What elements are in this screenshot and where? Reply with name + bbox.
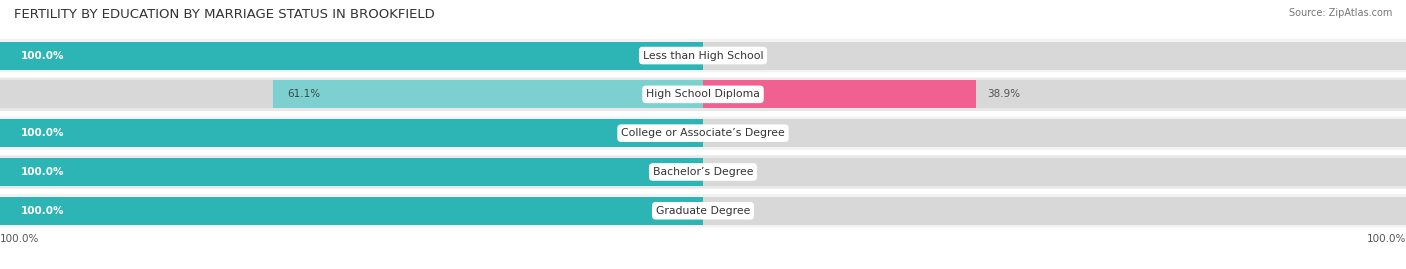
FancyBboxPatch shape — [0, 155, 1406, 189]
Text: 100.0%: 100.0% — [21, 51, 65, 61]
Text: College or Associate’s Degree: College or Associate’s Degree — [621, 128, 785, 138]
Text: 38.9%: 38.9% — [987, 89, 1021, 99]
Text: 0.0%: 0.0% — [714, 206, 740, 216]
Text: 100.0%: 100.0% — [0, 234, 39, 244]
Bar — [703, 42, 1406, 69]
Text: FERTILITY BY EDUCATION BY MARRIAGE STATUS IN BROOKFIELD: FERTILITY BY EDUCATION BY MARRIAGE STATU… — [14, 8, 434, 21]
Text: 0.0%: 0.0% — [714, 51, 740, 61]
Bar — [703, 197, 1406, 225]
Bar — [0, 119, 703, 147]
Bar — [703, 80, 1406, 108]
Text: 100.0%: 100.0% — [1367, 234, 1406, 244]
Bar — [273, 80, 703, 108]
Text: Less than High School: Less than High School — [643, 51, 763, 61]
Text: 0.0%: 0.0% — [714, 128, 740, 138]
Text: Graduate Degree: Graduate Degree — [655, 206, 751, 216]
Text: 61.1%: 61.1% — [287, 89, 321, 99]
Text: Source: ZipAtlas.com: Source: ZipAtlas.com — [1288, 8, 1392, 18]
Bar — [0, 119, 703, 147]
Bar — [703, 80, 977, 108]
Text: 100.0%: 100.0% — [21, 206, 65, 216]
Text: 0.0%: 0.0% — [714, 167, 740, 177]
Text: High School Diploma: High School Diploma — [647, 89, 759, 99]
Bar — [703, 119, 1406, 147]
Bar — [0, 158, 703, 186]
FancyBboxPatch shape — [0, 116, 1406, 150]
Bar — [0, 42, 703, 69]
Bar — [703, 158, 1406, 186]
Bar — [0, 158, 703, 186]
FancyBboxPatch shape — [0, 39, 1406, 72]
Text: Bachelor’s Degree: Bachelor’s Degree — [652, 167, 754, 177]
Bar — [0, 80, 703, 108]
Text: 100.0%: 100.0% — [21, 128, 65, 138]
Bar — [0, 42, 703, 69]
Bar — [0, 197, 703, 225]
FancyBboxPatch shape — [0, 194, 1406, 227]
Text: 100.0%: 100.0% — [21, 167, 65, 177]
FancyBboxPatch shape — [0, 78, 1406, 111]
Bar — [0, 197, 703, 225]
